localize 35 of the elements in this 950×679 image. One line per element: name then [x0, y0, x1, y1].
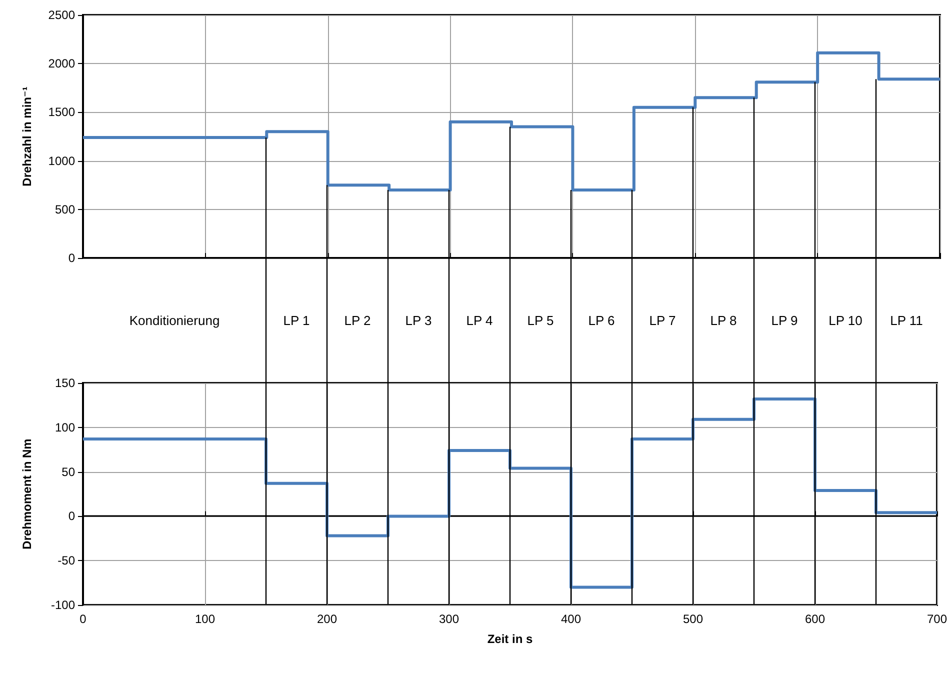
x-tick-label: 400: [560, 612, 582, 626]
y-axis-title: Drehzahl in min⁻¹: [20, 86, 34, 186]
y-tick-label: -100: [50, 598, 76, 612]
y-axis-title: Drehmoment in Nm: [20, 438, 34, 550]
y-tick-label: 50: [62, 464, 76, 479]
x-tick-label: 600: [804, 612, 826, 626]
x-tick-label: 0: [80, 612, 87, 626]
text: LP 9: [771, 313, 798, 328]
text: LP 10: [828, 313, 862, 328]
y-tick-label: 2000: [48, 56, 76, 71]
y-tick-label: -50: [58, 554, 76, 568]
text: LP 5: [527, 313, 554, 328]
text: LP 3: [405, 313, 432, 328]
x-tick-label: 700: [926, 612, 948, 626]
text: LP 6: [588, 313, 615, 328]
text: Konditionierung: [129, 313, 220, 328]
x-tick-label: 200: [316, 612, 338, 626]
y-tick-label: 500: [54, 202, 76, 216]
text: LP 4: [466, 313, 493, 328]
x-tick-label: 100: [194, 612, 216, 626]
x-axis-title: Zeit in s: [487, 632, 533, 646]
text: LP 11: [890, 313, 923, 328]
text: LP 1: [283, 313, 310, 328]
text: LP 2: [344, 313, 371, 328]
y-tick-label: 0: [68, 509, 76, 524]
y-tick-label: 1500: [48, 105, 76, 120]
x-tick-label: 500: [682, 612, 704, 626]
text: LP 7: [649, 313, 676, 328]
y-tick-label: 0: [68, 251, 76, 265]
y-tick-label: 2500: [48, 8, 76, 22]
y-tick-label: 150: [54, 376, 76, 390]
text: LP 8: [710, 313, 737, 328]
x-tick-label: 300: [438, 612, 460, 626]
y-tick-label: 100: [54, 420, 76, 434]
y-tick-label: 1000: [48, 154, 76, 168]
